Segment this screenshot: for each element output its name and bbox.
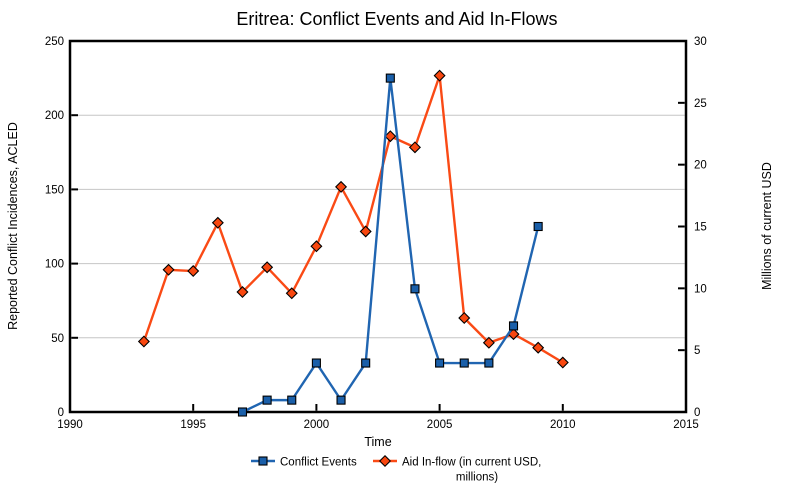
axis-ticks-layer: [71, 101, 685, 411]
y-right-axis-title: Millions of current USD: [760, 162, 774, 290]
y-right-tick-label: 10: [694, 283, 707, 295]
aid-series-marker: [285, 287, 298, 300]
conflict-series-marker: [484, 358, 494, 368]
plot-frame-layer: [68, 39, 688, 414]
y-left-tick-label: 150: [45, 184, 64, 196]
x-tick-label: 2015: [673, 419, 699, 431]
legend-item-conflict: Conflict Events: [251, 456, 357, 469]
y-right-tick-label: 20: [694, 160, 707, 172]
conflict-series-marker: [385, 73, 395, 83]
aid-series-marker: [310, 240, 323, 253]
aid-series-marker: [187, 265, 200, 278]
y-right-tick-label: 0: [694, 407, 700, 419]
y-left-axis-title: Reported Conflict Incidences, ACLED: [6, 122, 20, 330]
conflict-legend-square-icon: [258, 456, 268, 466]
aid-legend-diamond-icon: [378, 454, 392, 468]
aid-series-marker: [335, 180, 348, 193]
aid-series-marker: [261, 261, 274, 274]
y-left-tick-label: 250: [45, 36, 64, 48]
conflict-series-marker: [508, 321, 519, 331]
conflict-series-marker: [262, 395, 272, 405]
chart-title: Eritrea: Conflict Events and Aid In-Flow…: [236, 9, 557, 29]
gridlines-layer: [71, 114, 685, 339]
aid-series-marker: [211, 216, 224, 229]
conflict-series-marker: [287, 395, 297, 405]
aid-series-marker: [433, 69, 446, 82]
conflict-series-marker: [361, 358, 371, 368]
y-left-tick-label: 50: [51, 333, 64, 345]
conflict-series-marker: [533, 221, 543, 232]
y-left-tick-label: 100: [45, 259, 64, 271]
aid-series-marker: [556, 356, 569, 369]
data-series-layer: [137, 69, 569, 417]
conflict-series-marker: [459, 358, 469, 368]
y-left-tick-label: 0: [58, 407, 64, 419]
conflict-series-marker: [237, 407, 248, 417]
y-right-tick-label: 5: [694, 345, 700, 357]
conflict-series-marker: [336, 395, 346, 405]
y-right-tick-label: 30: [694, 36, 707, 48]
legend-label-aid-line1: Aid In-flow (in current USD,: [402, 457, 541, 469]
conflict-series-marker: [410, 284, 420, 294]
aid-series-marker: [359, 225, 372, 238]
aid-series-marker: [408, 141, 421, 154]
legend: Conflict Events Aid In-flow (in current …: [251, 454, 541, 484]
aid-series-marker: [482, 336, 495, 349]
x-tick-label: 2005: [427, 419, 453, 431]
conflict-series-line: [241, 76, 540, 414]
aid-series-marker: [458, 312, 471, 325]
plot-frame: [68, 39, 688, 414]
legend-label-conflict: Conflict Events: [280, 457, 357, 469]
aid-series-marker: [137, 335, 150, 348]
aid-series-marker: [162, 263, 175, 276]
conflict-series-marker: [435, 358, 445, 368]
y-right-tick-label: 25: [694, 98, 707, 110]
tick-labels-layer: 0 50 100 150 200 250 0 5 10 15 20 25 30 1990 1995 2000 2…: [45, 36, 707, 431]
legend-item-aid: Aid In-flow (in current USD, millions): [373, 454, 541, 484]
y-left-tick-label: 200: [45, 110, 64, 122]
y-right-tick-label: 15: [694, 222, 707, 234]
x-tick-label: 2000: [304, 419, 330, 431]
aid-series-marker: [384, 130, 397, 143]
x-tick-label: 1995: [180, 419, 206, 431]
aid-series-marker: [236, 286, 249, 299]
x-tick-label: 2010: [550, 419, 576, 431]
x-axis-title: Time: [364, 435, 391, 449]
conflict-series-marker: [311, 358, 321, 368]
legend-label-aid-line2: millions): [456, 472, 498, 484]
x-tick-label: 1990: [57, 419, 83, 431]
aid-series-line: [142, 74, 564, 364]
aid-series-marker: [532, 341, 545, 354]
